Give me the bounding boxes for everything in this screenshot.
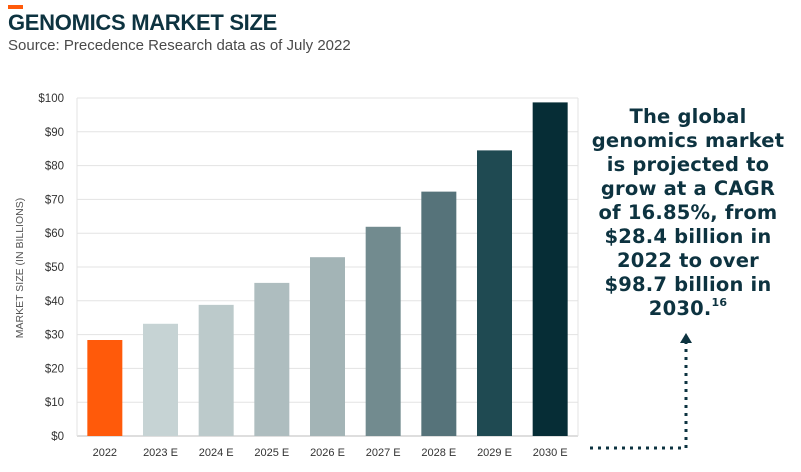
y-axis-tick-labels: $0 $10 $20 $30 $40 $50 $60 $70 $80 $90 $100	[38, 93, 64, 443]
y-tick-label: $40	[45, 296, 64, 308]
connector-arrowhead	[680, 333, 692, 343]
x-tick-label: 2023 E	[143, 447, 178, 459]
bar	[421, 191, 457, 436]
x-tick-label: 2029 E	[477, 447, 512, 459]
y-tick-label: $90	[45, 127, 64, 139]
callout-text: The global genomics market is projected …	[588, 105, 788, 321]
y-axis-label: MARKET SIZE (IN BILLIONS)	[14, 198, 26, 338]
y-tick-label: $10	[45, 397, 64, 409]
x-tick-label: 2026 E	[310, 447, 345, 459]
bar	[198, 304, 234, 436]
bar	[365, 226, 401, 436]
bar	[477, 150, 512, 436]
bar	[87, 340, 123, 436]
y-tick-label: $70	[45, 194, 64, 206]
x-tick-label: 2027 E	[366, 447, 401, 459]
y-tick-label: $20	[45, 363, 64, 375]
callout-body: The global genomics market is projected …	[591, 105, 785, 320]
callout-connector	[590, 333, 692, 450]
x-axis-tick-labels: 2022 2023 E 2024 E 2025 E 2026 E 2027 E 2028 E…	[93, 447, 568, 459]
y-tick-label: $50	[45, 262, 64, 274]
x-tick-label: 2030 E	[533, 447, 568, 459]
bars	[87, 102, 568, 437]
x-tick-label: 2025 E	[254, 447, 289, 459]
bar	[310, 257, 345, 436]
bar	[532, 102, 568, 437]
y-tick-label: $100	[38, 93, 64, 105]
bar	[143, 323, 178, 436]
title-accent-bar	[8, 5, 23, 9]
y-tick-label: $60	[45, 228, 64, 240]
x-tick-label: 2024 E	[199, 447, 234, 459]
x-tick-label: 2022	[93, 447, 117, 459]
bar	[254, 282, 290, 436]
footnote-marker: 16	[711, 296, 728, 309]
y-tick-label: $80	[45, 161, 64, 173]
y-tick-label: $30	[45, 330, 64, 342]
y-tick-label: $0	[51, 431, 64, 443]
chart-source: Source: Precedence Research data as of J…	[8, 37, 351, 54]
x-tick-label: 2028 E	[421, 447, 456, 459]
chart-title: GENOMICS MARKET SIZE	[8, 10, 278, 35]
